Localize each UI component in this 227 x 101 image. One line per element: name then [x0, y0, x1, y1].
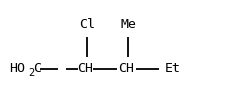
Text: 2: 2 — [28, 68, 35, 78]
Text: HO: HO — [9, 62, 25, 75]
Text: Me: Me — [120, 18, 136, 31]
Text: C: C — [33, 62, 41, 75]
Text: Et: Et — [165, 62, 180, 75]
Text: CH: CH — [118, 62, 134, 75]
Text: Cl: Cl — [79, 18, 95, 31]
Text: CH: CH — [77, 62, 93, 75]
